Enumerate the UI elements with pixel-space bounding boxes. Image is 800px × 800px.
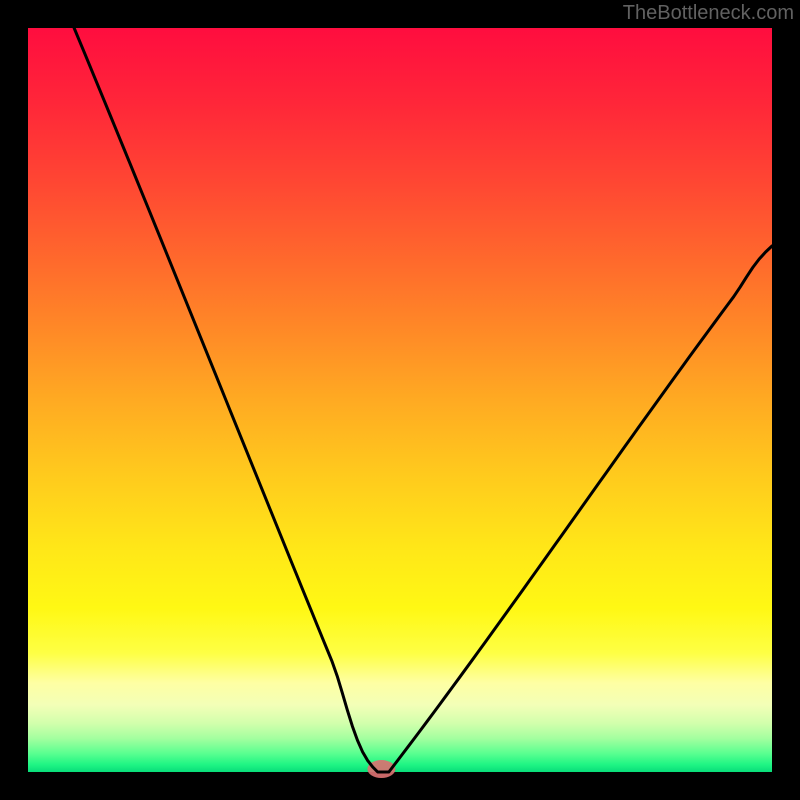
- chart-svg: [0, 0, 800, 800]
- attribution-label: TheBottleneck.com: [623, 2, 794, 25]
- bottleneck-chart: TheBottleneck.com: [0, 0, 800, 800]
- plot-background: [28, 28, 772, 772]
